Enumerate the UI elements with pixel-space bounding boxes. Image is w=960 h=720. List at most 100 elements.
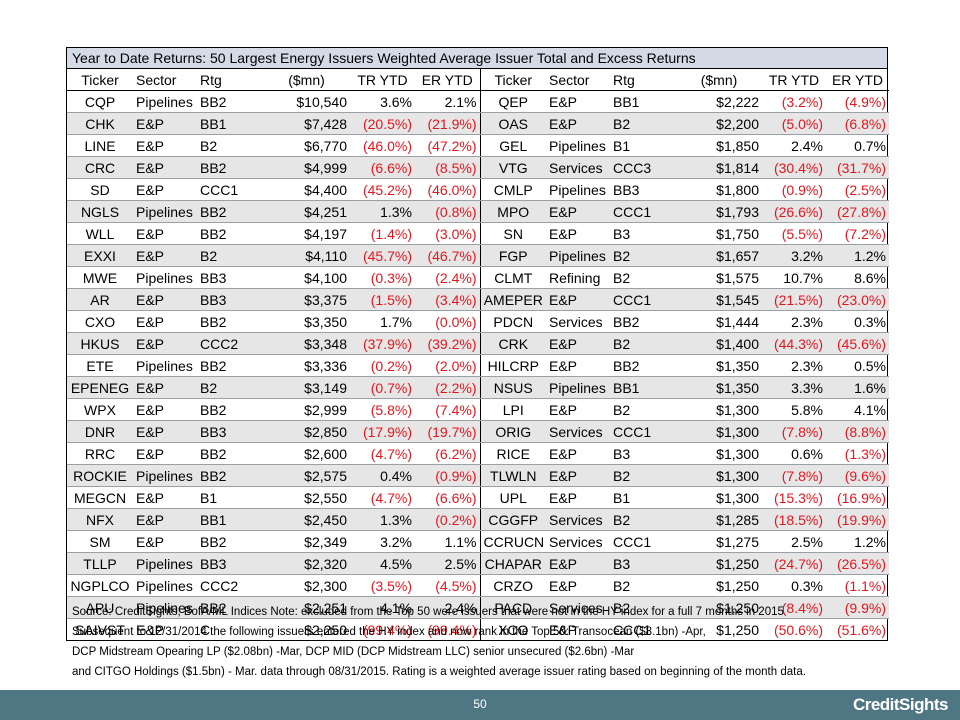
table-row: APU Pipelines BB2 $2,251 4.1% 2.4% PACD Service… [67,596,889,619]
cell-er-ytd: 1.2% [826,244,889,267]
table-row: SM E&P BB2 $2,349 3.2% 1.1% CCRUCN Services CCC1… [67,530,889,553]
cell-er-ytd: (2.0%) [415,354,480,377]
cell-ticker: HKUS [67,332,133,355]
cell-tr-ytd: (7.8%) [762,464,826,487]
header-tr-ytd: TR YTD [350,69,415,91]
table-row: ETE Pipelines BB2 $3,336 (0.2%) (2.0%) HILCRP E… [67,354,889,377]
cell-ticker: MPO [479,200,546,223]
cell-rating: BB2 [197,398,263,421]
cell-ticker: AR [67,288,133,311]
cell-sector: E&P [133,222,197,245]
cell-tr-ytd: (4.7%) [350,486,415,509]
cell-ticker: CRZO [479,574,546,597]
cell-amount: $2,575 [263,464,350,487]
cell-sector: Pipelines [133,90,197,113]
cell-amount: $2,349 [263,530,350,553]
cell-rating: BB2 [197,442,263,465]
cell-er-ytd: 4.1% [826,398,889,421]
cell-tr-ytd: (5.0%) [762,112,826,135]
cell-ticker: CRK [479,332,546,355]
cell-rating: B2 [610,574,676,597]
cell-amount: $2,850 [263,420,350,443]
source-notes: Source: CreditSights, BofA/ML Indices No… [72,602,892,682]
cell-rating: CCC1 [610,200,676,223]
table-body: CQP Pipelines BB2 $10,540 3.6% 2.1% QEP E&P BB1 $… [67,90,889,640]
table-row: AR E&P BB3 $3,375 (1.5%) (3.4%) AMEPER E&P CCC1 $… [67,288,889,311]
cell-er-ytd: (3.0%) [415,222,480,245]
cell-sector: E&P [133,112,197,135]
cell-rating: BB1 [197,508,263,531]
cell-rating: B2 [610,464,676,487]
table-row: RRC E&P BB2 $2,600 (4.7%) (6.2%) RICE E&P B3 $1,3… [67,442,889,465]
cell-amount: $4,197 [263,222,350,245]
cell-ticker: CLMT [479,266,546,289]
cell-ticker: TLLP [67,552,133,575]
cell-tr-ytd: (18.5%) [762,508,826,531]
cell-ticker: SAIVST [75,621,125,638]
cell-amount: $2,222 [676,90,762,113]
cell-tr-ytd: (0.7%) [350,376,415,399]
cell-er-ytd: (2.5%) [826,178,889,201]
header-sector: Sector [546,69,610,91]
cell-ticker: ORIG [479,420,546,443]
cell-rating: BB1 [197,112,263,135]
cell-amount: $1,400 [676,332,762,355]
cell-amount: $1,793 [676,200,762,223]
cell-sector: E&P [133,134,197,157]
cell-er-ytd: 2.5% [415,552,480,575]
cell-tr-ytd: 4.5% [350,552,415,575]
table-row: TLLP Pipelines BB3 $2,320 4.5% 2.5% CHAPAR E&P B… [67,552,889,575]
cell-ticker: MWE [67,266,133,289]
cell-rating: BB2 [197,310,263,333]
cell-amount: $10,540 [263,90,350,113]
cell-amount: $1,250 [676,552,762,575]
cell-er-ytd: (6.6%) [415,486,480,509]
table-row: WLL E&P BB2 $4,197 (1.4%) (3.0%) SN E&P B3 $1,750… [67,222,889,245]
cell-sector: E&P [133,398,197,421]
cell-tr-ytd: (30.4%) [762,156,826,179]
cell-er-ytd: (46.7%) [415,244,480,267]
cell-tr-ytd: (1.4%) [350,222,415,245]
cell-ticker: CRC [67,156,133,179]
cell-rating: B2 [197,376,263,399]
cell-er-ytd: (19.7%) [415,420,480,443]
cell-amount: $2,251 [263,596,350,619]
cell-ticker: EXXI [67,244,133,267]
cell-er-ytd: (0.8%) [415,200,480,223]
cell-tr-ytd: 1.3% [350,508,415,531]
cell-er-ytd: (21.9%) [415,112,480,135]
cell-sector: Services [546,530,610,553]
cell-sector: Pipelines [133,354,197,377]
cell-amount: $2,550 [263,486,350,509]
cell-rating: B2 [610,112,676,135]
footer-bar: 50 CreditSights [0,690,960,720]
cell-rating: B3 [610,442,676,465]
note-line: and CITGO Holdings ($1.5bn) - Mar. data … [72,666,806,678]
cell-amount: $1,300 [676,420,762,443]
cell-tr-ytd: (8.4%) [762,596,826,619]
cell-sector: Services [546,508,610,531]
cell-tr-ytd: (20.5%) [350,112,415,135]
cell-tr-ytd: 0.6% [762,442,826,465]
cell-sector: E&P [133,508,197,531]
cell-amount: $1,250 [676,574,762,597]
cell-er-ytd: (39.2%) [415,332,480,355]
cell-sector: E&P [546,486,610,509]
cell-sector: Pipelines [546,376,610,399]
table-row: LINE E&P B2 $6,770 (46.0%) (47.2%) GEL Pipeline… [67,134,889,157]
cell-tr-ytd: (26.6%) [762,200,826,223]
cell-ticker: CHAPAR [479,552,546,575]
cell-tr-ytd: (99.4%) [362,621,412,638]
table-row: SD E&P CCC1 $4,400 (45.2%) (46.0%) CMLP Pipelin… [67,178,889,201]
cell-tr-ytd: 3.3% [762,376,826,399]
cell-sector: E&P [546,398,610,421]
cell-er-ytd: (2.2%) [415,376,480,399]
cell-rating: BB3 [197,288,263,311]
cell-tr-ytd: (46.0%) [350,134,415,157]
cell-er-ytd: (46.0%) [415,178,480,201]
cell-amount: $1,300 [676,464,762,487]
cell-ticker: TLWLN [479,464,546,487]
cell-sector: E&P [546,442,610,465]
cell-amount: $3,348 [263,332,350,355]
cell-tr-ytd: (5.8%) [350,398,415,421]
